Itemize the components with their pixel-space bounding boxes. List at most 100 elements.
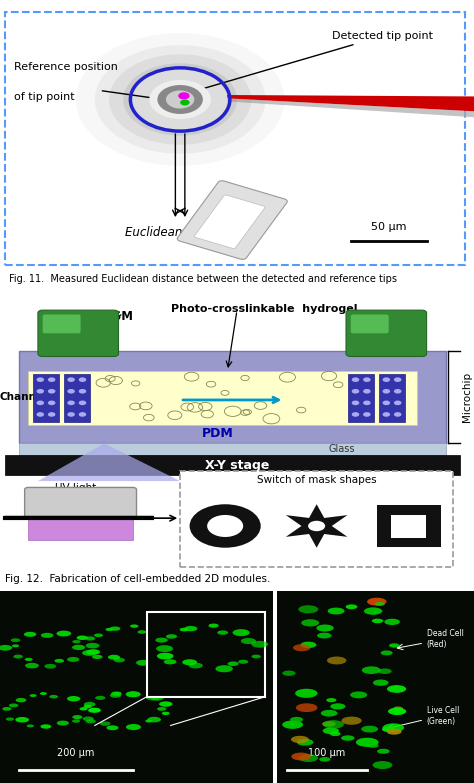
Text: UV light: UV light — [55, 482, 97, 493]
Circle shape — [251, 640, 268, 648]
Circle shape — [72, 720, 80, 723]
Circle shape — [322, 721, 336, 727]
Text: Live Cell
(Green): Live Cell (Green) — [427, 706, 459, 726]
Circle shape — [373, 680, 389, 686]
FancyBboxPatch shape — [5, 12, 465, 265]
Circle shape — [326, 698, 337, 702]
Circle shape — [238, 660, 248, 664]
Circle shape — [299, 754, 318, 762]
Circle shape — [217, 630, 228, 635]
Circle shape — [190, 504, 261, 548]
FancyBboxPatch shape — [5, 455, 460, 475]
Circle shape — [92, 655, 102, 659]
Circle shape — [296, 703, 318, 712]
Circle shape — [317, 633, 332, 638]
Circle shape — [88, 708, 101, 713]
Circle shape — [166, 90, 194, 109]
Text: Reference position: Reference position — [14, 63, 118, 72]
Circle shape — [387, 729, 401, 734]
Circle shape — [159, 702, 173, 707]
Circle shape — [158, 637, 170, 642]
Circle shape — [341, 735, 355, 741]
Circle shape — [215, 666, 233, 673]
Circle shape — [363, 377, 371, 382]
Circle shape — [164, 659, 176, 665]
Circle shape — [362, 666, 381, 674]
Circle shape — [233, 629, 250, 636]
Polygon shape — [38, 443, 180, 481]
Circle shape — [378, 669, 392, 674]
Circle shape — [308, 521, 325, 531]
Circle shape — [394, 412, 401, 417]
Circle shape — [86, 649, 100, 655]
Circle shape — [67, 696, 81, 702]
FancyBboxPatch shape — [346, 310, 427, 356]
Circle shape — [73, 715, 82, 719]
Circle shape — [147, 716, 161, 723]
Circle shape — [149, 80, 211, 119]
Circle shape — [67, 401, 75, 405]
Circle shape — [15, 717, 29, 723]
Circle shape — [80, 707, 88, 710]
Circle shape — [82, 716, 94, 721]
Circle shape — [79, 412, 86, 417]
Circle shape — [123, 63, 237, 135]
Text: DSM: DSM — [104, 310, 134, 323]
Circle shape — [166, 634, 177, 639]
Circle shape — [383, 389, 390, 394]
Text: of tip point: of tip point — [14, 92, 75, 103]
Circle shape — [180, 628, 189, 631]
FancyBboxPatch shape — [64, 373, 90, 422]
Circle shape — [352, 389, 359, 394]
Circle shape — [95, 696, 105, 700]
Text: Detected tip point: Detected tip point — [193, 31, 433, 92]
Circle shape — [207, 515, 243, 537]
FancyBboxPatch shape — [38, 310, 118, 356]
Text: Dead Cell
(Red): Dead Cell (Red) — [427, 630, 464, 649]
Text: Switch of mask shapes: Switch of mask shapes — [257, 475, 376, 485]
Circle shape — [40, 692, 47, 695]
Text: X-Y stage: X-Y stage — [205, 459, 269, 471]
Circle shape — [388, 708, 406, 715]
Circle shape — [363, 412, 371, 417]
Circle shape — [16, 698, 27, 702]
Text: UV: UV — [72, 525, 90, 535]
Circle shape — [384, 619, 400, 625]
Circle shape — [9, 703, 18, 707]
Circle shape — [394, 389, 401, 394]
Circle shape — [367, 743, 379, 748]
Circle shape — [27, 724, 34, 727]
Circle shape — [109, 54, 251, 145]
Circle shape — [48, 377, 55, 382]
Circle shape — [130, 624, 138, 628]
Circle shape — [341, 716, 362, 725]
Circle shape — [383, 723, 404, 732]
FancyBboxPatch shape — [379, 373, 405, 422]
Circle shape — [382, 727, 395, 732]
Circle shape — [282, 720, 303, 729]
FancyBboxPatch shape — [43, 315, 81, 334]
Circle shape — [209, 623, 219, 628]
Text: Inlet: Inlet — [64, 328, 92, 338]
Circle shape — [57, 720, 69, 726]
Circle shape — [41, 633, 54, 638]
Circle shape — [86, 643, 100, 648]
Circle shape — [352, 401, 359, 405]
Circle shape — [162, 712, 170, 715]
Circle shape — [79, 389, 86, 394]
Circle shape — [24, 632, 36, 637]
Circle shape — [346, 604, 357, 609]
FancyBboxPatch shape — [180, 471, 453, 567]
Circle shape — [292, 752, 311, 760]
Circle shape — [155, 637, 168, 643]
Text: Euclidean distance: Euclidean distance — [125, 226, 236, 239]
Circle shape — [383, 377, 390, 382]
Circle shape — [156, 645, 173, 652]
Circle shape — [363, 389, 371, 394]
Circle shape — [352, 412, 359, 417]
FancyBboxPatch shape — [377, 505, 441, 547]
Circle shape — [383, 412, 390, 417]
Circle shape — [67, 657, 79, 662]
Circle shape — [12, 644, 19, 648]
Circle shape — [48, 412, 55, 417]
